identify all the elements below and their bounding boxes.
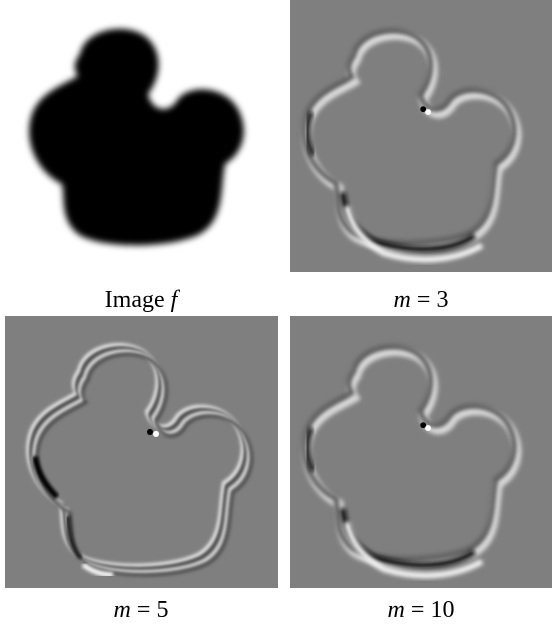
caption-m3: m = 3 [281,286,557,314]
caption-word: Image [104,287,165,313]
caption-m10: m = 10 [281,596,557,624]
caption-number: 5 [156,597,169,623]
caption-equals: = [416,287,431,313]
edge-image-m3 [290,0,552,272]
edge-image-m10 [290,316,552,588]
caption-number: 3 [436,287,449,313]
panel-m5 [5,316,278,588]
caption-image-f: Image f [1,286,281,314]
caption-equals: = [136,597,151,623]
caption-symbol: f [170,287,178,313]
caption-equals: = [410,597,425,623]
panel-image-f [10,14,278,272]
panel-m10 [290,316,552,588]
caption-m5: m = 5 [1,596,281,624]
caption-symbol: m [393,287,411,313]
caption-symbol: m [387,597,405,623]
panel-m3 [290,0,552,272]
caption-number: 10 [430,597,455,623]
edge-image-m5 [5,316,278,588]
caption-symbol: m [113,597,131,623]
blob-image [10,14,278,272]
